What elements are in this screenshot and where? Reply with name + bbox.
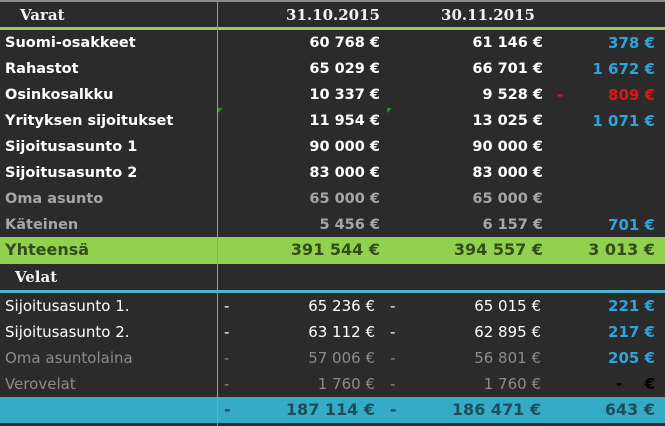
liability-value-nov[interactable]: 62 895 € — [474, 323, 541, 341]
minus-sign: - — [224, 375, 230, 393]
liabilities-total-nov[interactable]: 186 471 € — [451, 400, 541, 419]
liabilities-total-row: - 187 114 € - 186 471 € 643 € — [0, 397, 665, 423]
asset-value-oct[interactable]: 90 000 € — [309, 139, 380, 155]
col1-date-header[interactable]: 31.10.2015 — [286, 6, 380, 24]
asset-row: Sijoitusasunto 2 83 000 € 83 000 € — [0, 160, 665, 186]
liabilities-total-change[interactable]: 643 € — [604, 400, 655, 419]
asset-value-nov[interactable]: 6 157 € — [482, 217, 543, 233]
error-indicator-icon — [218, 108, 223, 113]
liability-row: Verovelat - 1 760 € - 1 760 € - € — [0, 371, 665, 397]
asset-row: Käteinen 5 456 € 6 157 € 701 € — [0, 212, 665, 238]
asset-value-nov[interactable]: 90 000 € — [472, 139, 543, 155]
asset-label[interactable]: Yrityksen sijoitukset — [5, 113, 174, 129]
asset-row: Sijoitusasunto 1 90 000 € 90 000 € — [0, 134, 665, 160]
asset-value-oct[interactable]: 11 954 € — [309, 113, 380, 129]
col2-date-header[interactable]: 30.11.2015 — [441, 6, 535, 24]
asset-value-oct[interactable]: 65 029 € — [309, 61, 380, 77]
minus-sign: - — [390, 400, 397, 419]
liability-row: Oma asuntolaina - 57 006 € - 56 801 € 20… — [0, 345, 665, 371]
liability-change[interactable]: € — [644, 375, 655, 393]
liability-value-nov[interactable]: 65 015 € — [474, 297, 541, 315]
assets-header-underline — [0, 27, 665, 30]
asset-value-oct[interactable]: 65 000 € — [309, 191, 380, 207]
liabilities-header-underline — [0, 290, 665, 293]
section-label-liabilities[interactable]: Velat — [15, 268, 58, 286]
column-gridline — [217, 0, 218, 426]
section-label-assets[interactable]: Varat — [20, 6, 65, 24]
asset-row: Oma asunto 65 000 € 65 000 € — [0, 186, 665, 212]
asset-value-oct[interactable]: 10 337 € — [309, 87, 380, 103]
minus-sign: - — [224, 349, 230, 367]
liability-value-oct[interactable]: 65 236 € — [308, 297, 375, 315]
assets-total-nov[interactable]: 394 557 € — [453, 240, 543, 259]
liability-row: Sijoitusasunto 2. - 63 112 € - 62 895 € … — [0, 319, 665, 345]
asset-label[interactable]: Käteinen — [5, 217, 79, 233]
assets-total-oct[interactable]: 391 544 € — [290, 240, 380, 259]
minus-sign: - — [224, 400, 231, 419]
asset-value-oct[interactable]: 83 000 € — [309, 165, 380, 181]
minus-sign: - — [390, 349, 396, 367]
header-row: Varat 31.10.2015 30.11.2015 — [0, 2, 665, 28]
asset-row: Yrityksen sijoitukset 11 954 € 13 025 € … — [0, 108, 665, 134]
asset-value-nov[interactable]: 65 000 € — [472, 191, 543, 207]
asset-change[interactable]: 1 672 € — [592, 60, 655, 78]
liabilities-total-oct[interactable]: 187 114 € — [285, 400, 375, 419]
asset-row: Suomi-osakkeet 60 768 € 61 146 € 378 € — [0, 30, 665, 56]
asset-change[interactable]: 701 € — [608, 216, 655, 234]
asset-value-nov[interactable]: 13 025 € — [472, 113, 543, 129]
asset-value-nov[interactable]: 61 146 € — [472, 35, 543, 51]
liability-change[interactable]: 217 € — [608, 323, 655, 341]
asset-change[interactable]: 809 € — [608, 86, 655, 104]
liability-label[interactable]: Sijoitusasunto 2. — [5, 323, 130, 341]
asset-row: Osinkosalkku 10 337 € 9 528 € - 809 € — [0, 82, 665, 108]
minus-sign: - — [390, 297, 396, 315]
liabilities-header-row: Velat — [0, 264, 665, 290]
asset-value-nov[interactable]: 83 000 € — [472, 165, 543, 181]
assets-total-label[interactable]: Yhteensä — [5, 240, 90, 259]
asset-value-nov[interactable]: 9 528 € — [482, 87, 543, 103]
minus-sign: - — [390, 323, 396, 341]
minus-sign: - — [224, 297, 230, 315]
asset-label[interactable]: Osinkosalkku — [5, 87, 114, 103]
asset-label[interactable]: Sijoitusasunto 1 — [5, 139, 138, 155]
negative-sign: - — [557, 86, 564, 104]
asset-value-nov[interactable]: 66 701 € — [472, 61, 543, 77]
liability-change[interactable]: 221 € — [608, 297, 655, 315]
liability-value-nov[interactable]: 56 801 € — [474, 349, 541, 367]
liability-row: Sijoitusasunto 1. - 65 236 € - 65 015 € … — [0, 293, 665, 319]
liability-value-oct[interactable]: 1 760 € — [317, 375, 375, 393]
assets-total-change[interactable]: 3 013 € — [588, 240, 655, 259]
zero-dash: - — [616, 375, 623, 393]
liability-value-nov[interactable]: 1 760 € — [483, 375, 541, 393]
asset-change[interactable]: 1 071 € — [592, 112, 655, 130]
assets-total-row: Yhteensä 391 544 € 394 557 € 3 013 € — [0, 237, 665, 264]
asset-label[interactable]: Oma asunto — [5, 191, 104, 207]
error-indicator-icon — [387, 108, 392, 113]
asset-value-oct[interactable]: 5 456 € — [319, 217, 380, 233]
asset-row: Rahastot 65 029 € 66 701 € 1 672 € — [0, 56, 665, 82]
liability-value-oct[interactable]: 63 112 € — [308, 323, 375, 341]
asset-label[interactable]: Sijoitusasunto 2 — [5, 165, 138, 181]
minus-sign: - — [390, 375, 396, 393]
asset-value-oct[interactable]: 60 768 € — [309, 35, 380, 51]
liability-label[interactable]: Sijoitusasunto 1. — [5, 297, 130, 315]
minus-sign: - — [224, 323, 230, 341]
asset-label[interactable]: Rahastot — [5, 61, 79, 77]
asset-change[interactable]: 378 € — [608, 34, 655, 52]
liability-label[interactable]: Verovelat — [5, 375, 76, 393]
liability-change[interactable]: 205 € — [608, 349, 655, 367]
asset-label[interactable]: Suomi-osakkeet — [5, 35, 136, 51]
top-border — [0, 0, 665, 2]
liability-label[interactable]: Oma asuntolaina — [5, 349, 133, 367]
liability-value-oct[interactable]: 57 006 € — [308, 349, 375, 367]
